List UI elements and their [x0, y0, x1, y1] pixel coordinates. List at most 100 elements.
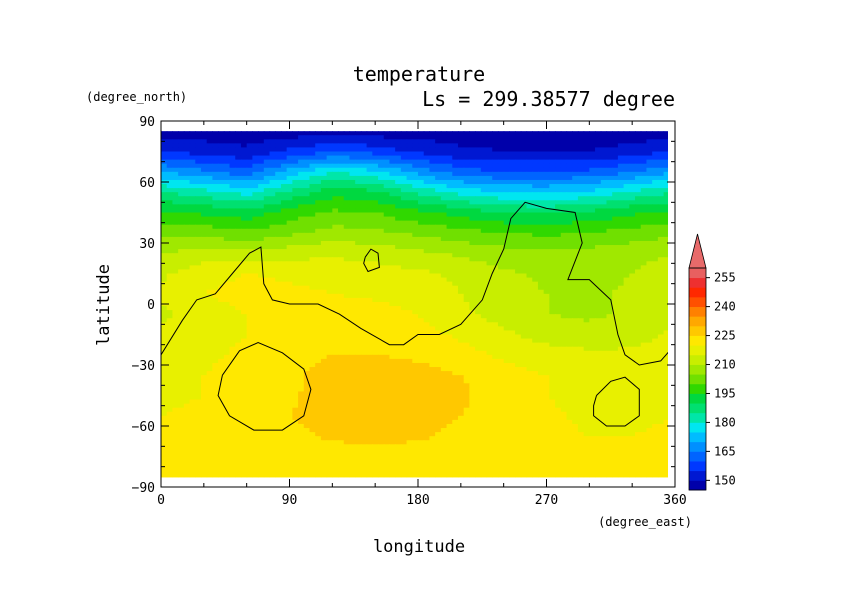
field-cell	[418, 147, 425, 153]
field-cell	[212, 236, 219, 242]
field-cell	[423, 175, 431, 181]
field-cell	[189, 163, 196, 169]
field-cell	[440, 301, 448, 307]
field-cell	[635, 135, 642, 140]
field-cell	[606, 277, 613, 283]
field-cell	[406, 334, 413, 340]
field-cell	[303, 155, 311, 161]
field-cell	[429, 261, 436, 266]
field-cell	[606, 131, 613, 136]
field-cell	[515, 167, 522, 173]
field-cell	[378, 143, 385, 149]
field-cell	[657, 131, 665, 136]
field-cell	[497, 310, 505, 315]
field-cell	[497, 188, 505, 193]
field-cell	[406, 318, 413, 323]
field-cell	[572, 318, 579, 323]
field-cell	[497, 224, 505, 230]
field-cell	[269, 253, 276, 258]
field-cell	[480, 188, 488, 193]
field-cell	[212, 188, 219, 193]
field-cell	[378, 208, 385, 214]
field-cell	[349, 204, 356, 210]
field-cell	[469, 240, 476, 246]
field-cell	[252, 135, 259, 140]
field-cell	[269, 200, 276, 205]
field-cell	[480, 147, 488, 153]
field-cell	[200, 155, 208, 161]
field-cell	[652, 155, 659, 161]
field-cell	[543, 147, 550, 153]
field-cell	[355, 334, 362, 340]
field-cell	[343, 318, 351, 323]
field-cell	[423, 318, 431, 323]
field-cell	[623, 346, 630, 352]
field-cell	[315, 330, 322, 336]
field-cell	[629, 208, 636, 214]
field-cell	[343, 151, 351, 157]
field-cell	[189, 135, 196, 140]
field-cell	[229, 301, 236, 307]
field-cell	[560, 281, 568, 287]
field-cell	[292, 285, 299, 291]
field-cell	[240, 297, 248, 303]
field-cell	[429, 346, 436, 352]
field-cell	[349, 310, 356, 315]
field-cell	[446, 175, 453, 181]
field-cell	[572, 293, 579, 299]
field-cell	[161, 175, 168, 181]
field-cell	[326, 277, 333, 283]
field-cell	[269, 301, 276, 307]
field-cell	[229, 245, 236, 250]
field-cell	[258, 224, 265, 230]
field-cell	[572, 196, 579, 201]
field-cell	[635, 334, 642, 340]
field-cell	[400, 147, 408, 153]
field-cell	[378, 310, 385, 315]
field-cell	[663, 151, 668, 157]
field-cell	[452, 184, 459, 189]
field-cell	[583, 212, 590, 218]
field-cell	[429, 131, 436, 136]
field-cell	[572, 179, 579, 185]
field-cell	[200, 147, 208, 153]
field-cell	[652, 196, 659, 201]
field-cell	[497, 261, 505, 266]
field-cell	[320, 179, 328, 185]
field-cell	[589, 143, 596, 149]
field-cell	[646, 159, 653, 165]
field-cell	[218, 196, 225, 201]
field-cell	[366, 334, 373, 340]
field-cell	[372, 188, 379, 193]
field-cell	[280, 204, 288, 210]
field-cell	[560, 232, 568, 238]
field-cell	[178, 342, 185, 348]
field-cell	[440, 232, 448, 238]
field-cell	[412, 184, 419, 189]
field-cell	[200, 228, 208, 234]
field-cell	[286, 265, 293, 271]
field-cell	[560, 216, 568, 222]
field-cell	[532, 188, 539, 193]
field-cell	[503, 131, 510, 136]
field-cell	[200, 240, 208, 246]
field-cell	[492, 253, 499, 258]
field-cell	[418, 216, 425, 222]
field-cell	[183, 175, 191, 181]
field-cell	[560, 171, 568, 177]
field-cell	[583, 330, 590, 336]
field-cell	[555, 151, 562, 157]
field-cell	[258, 293, 265, 299]
field-cell	[595, 253, 602, 258]
field-cell	[617, 306, 625, 311]
field-cell	[663, 326, 668, 332]
field-cell	[457, 171, 465, 177]
field-cell	[229, 322, 236, 327]
field-cell	[235, 314, 242, 319]
field-cell	[166, 350, 174, 356]
field-cell	[280, 301, 288, 307]
field-cell	[355, 151, 362, 157]
field-cell	[326, 208, 333, 214]
field-cell	[229, 232, 236, 238]
field-cell	[320, 192, 328, 197]
